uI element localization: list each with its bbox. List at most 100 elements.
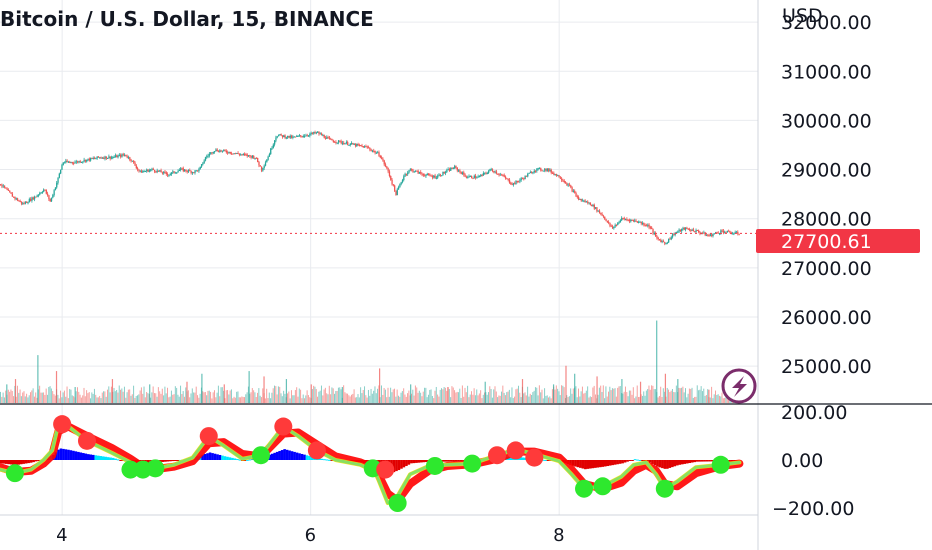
oscillator-bar — [330, 460, 334, 461]
volume-bar — [36, 397, 38, 403]
candle-body — [10, 192, 12, 194]
volume-bar — [377, 388, 379, 403]
candle-body — [528, 172, 530, 174]
volume-bar-peak — [341, 387, 343, 403]
volume-bar — [58, 398, 60, 403]
oscillator-signal-dot — [199, 427, 218, 446]
candle-body — [106, 157, 109, 159]
candle-body — [591, 204, 593, 207]
candle-body — [133, 160, 135, 163]
candle-body — [553, 172, 555, 175]
candle-body — [713, 233, 716, 235]
volume-bar — [339, 387, 341, 403]
volume-bar — [213, 390, 215, 403]
candle-body — [729, 231, 731, 233]
oscillator-bar — [305, 455, 309, 460]
oscillator-bar — [519, 457, 523, 460]
volume-bar — [401, 391, 403, 403]
oscillator-bar — [82, 453, 85, 460]
candle-body — [563, 180, 565, 183]
oscillator-bar — [591, 460, 595, 469]
candle-body — [678, 229, 680, 232]
volume-bar — [546, 395, 548, 403]
volume-bar — [558, 391, 560, 403]
oscillator-signal-dot — [711, 455, 730, 474]
oscillator-bar — [643, 460, 647, 461]
volume-bar — [43, 392, 45, 403]
volume-bar — [437, 394, 439, 403]
candle-body — [665, 243, 667, 245]
oscillator-bar — [94, 455, 98, 460]
candle-body — [390, 175, 392, 180]
volume-bar — [645, 390, 647, 403]
volume-bar — [32, 388, 34, 403]
candle-body — [738, 233, 740, 235]
candle-body — [635, 220, 637, 222]
volume-bar — [262, 388, 264, 403]
lightning-logo-icon[interactable] — [721, 368, 757, 404]
oscillator-bar — [325, 459, 329, 461]
volume-bar — [305, 395, 307, 403]
candle-body — [609, 222, 611, 226]
candle-body — [485, 172, 487, 174]
volume-bar — [653, 389, 655, 403]
candle-body — [494, 171, 496, 173]
oscillator-bar — [288, 450, 291, 460]
candle-body — [0, 184, 2, 186]
volume-bar — [219, 396, 221, 403]
candle-body — [484, 172, 486, 174]
volume-bar — [19, 389, 21, 403]
volume-bar — [474, 395, 476, 403]
volume-bar — [272, 388, 274, 403]
candle-body — [507, 178, 509, 180]
volume-bar — [537, 395, 539, 403]
volume-bar — [561, 385, 563, 403]
volume-bar — [356, 397, 358, 403]
candle-body — [481, 174, 483, 176]
volume-bar — [442, 389, 444, 403]
volume-bar — [524, 392, 526, 403]
volume-bar — [207, 390, 209, 403]
candle-body — [223, 149, 225, 151]
volume-bar — [387, 387, 389, 403]
candle-body — [416, 170, 418, 172]
candle-body — [671, 234, 674, 238]
candle-body — [391, 179, 393, 185]
candle-body — [542, 170, 545, 172]
oscillator-bar — [705, 460, 709, 462]
volume-bar — [386, 397, 388, 403]
candle-body — [307, 135, 310, 137]
volume-bar — [165, 393, 167, 403]
volume-bar — [610, 390, 612, 403]
oscillator-pane — [0, 415, 744, 513]
oscillator-bar — [407, 460, 411, 465]
candle-body — [446, 170, 448, 173]
volume-bar — [174, 386, 176, 403]
candle-body — [572, 190, 575, 192]
price-tick-label: 30000.00 — [781, 110, 872, 132]
candle-body — [165, 172, 168, 174]
volume-bar — [438, 396, 440, 403]
candle-body — [356, 144, 358, 147]
candle-body — [134, 162, 136, 166]
volume-bar — [204, 392, 206, 403]
volume-bar — [627, 396, 629, 403]
candle-body — [276, 136, 278, 138]
volume-bar — [301, 398, 303, 403]
candle-body — [349, 143, 351, 145]
candle-body — [380, 157, 383, 159]
oscillator-bar — [579, 460, 582, 468]
candle-body — [384, 164, 387, 167]
candle-body — [585, 201, 588, 203]
oscillator-bar — [64, 449, 68, 460]
volume-bar — [718, 395, 720, 403]
candle-body — [3, 185, 6, 188]
oscillator-bar — [417, 460, 421, 463]
volume-bar — [417, 392, 419, 403]
oscillator-bar — [164, 460, 167, 462]
volume-bar — [220, 387, 222, 403]
candle-body — [27, 202, 29, 204]
volume-bar — [523, 393, 525, 403]
candle-body — [110, 157, 113, 159]
